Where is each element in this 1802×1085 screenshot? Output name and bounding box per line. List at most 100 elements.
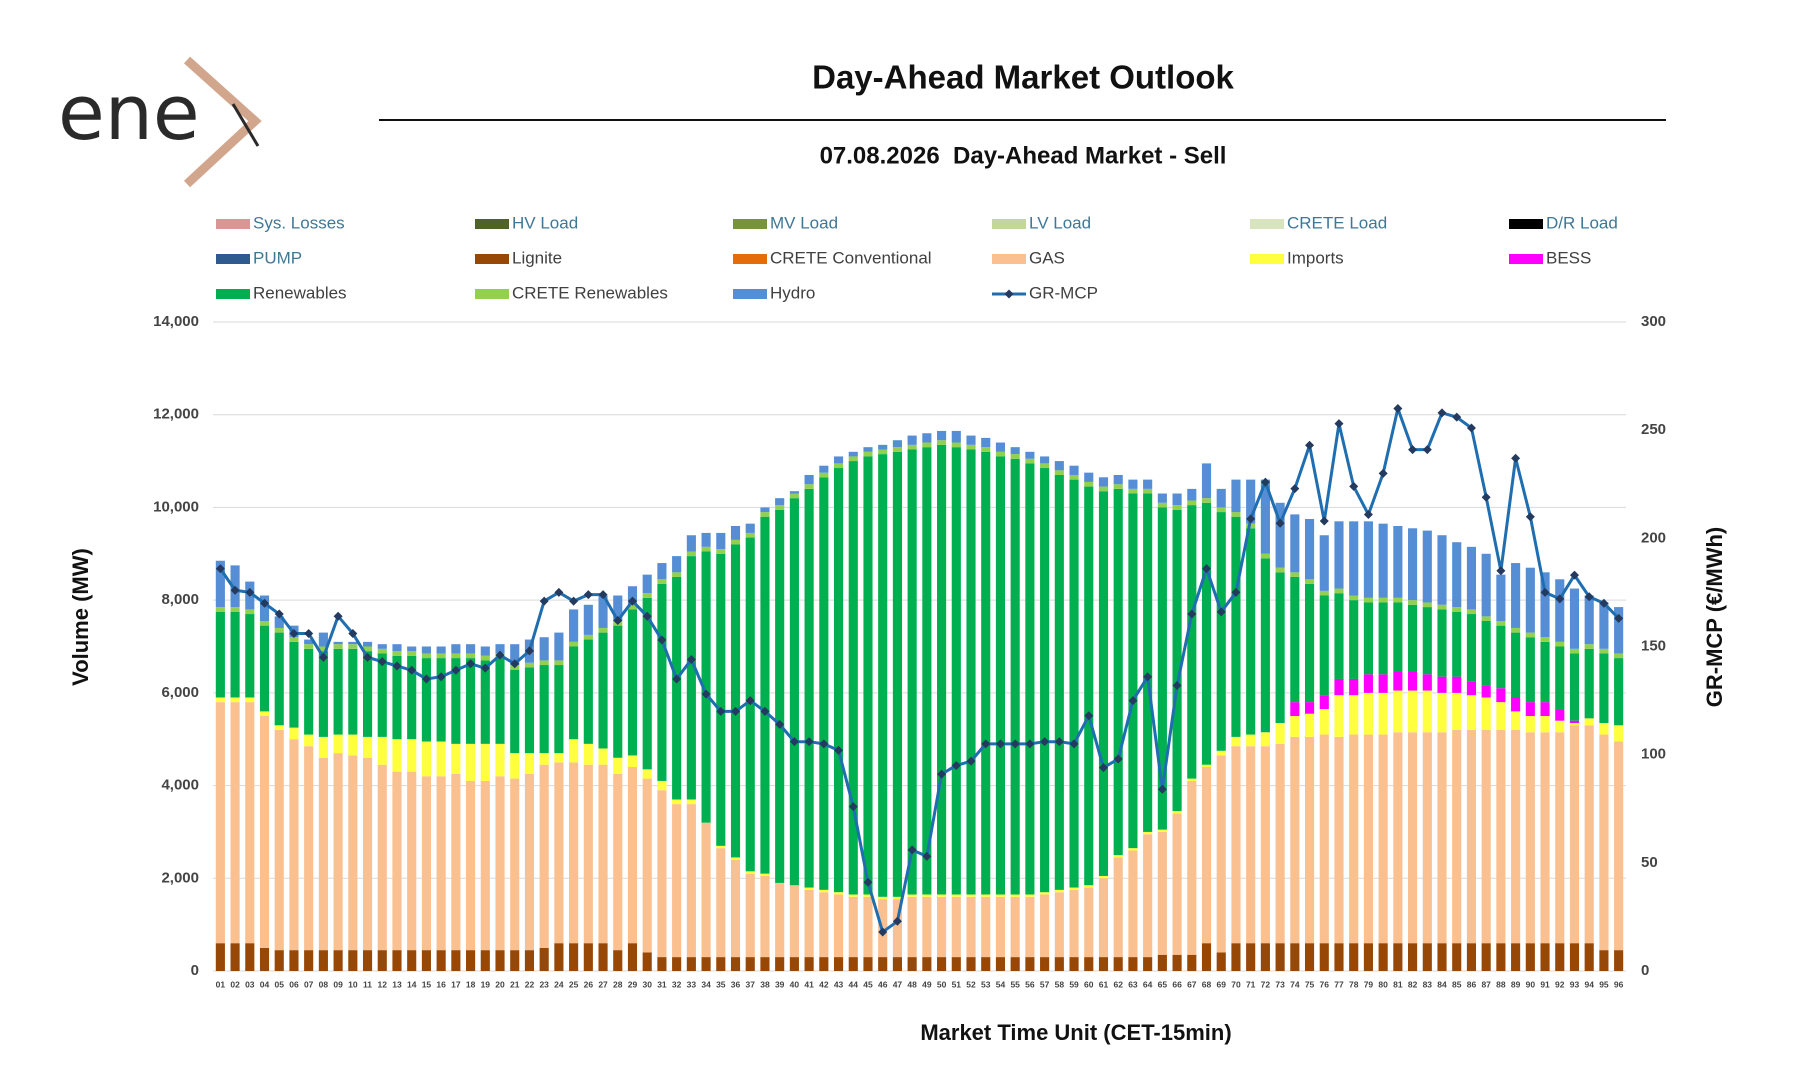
x-tick-label: 56 [1025,979,1035,989]
bar-segment [1025,463,1035,895]
bar-segment [1187,778,1197,781]
bar-segment [848,896,858,958]
x-tick-label: 31 [657,979,667,989]
bar-segment [686,556,696,800]
x-tick-label: 88 [1496,979,1506,989]
bar-segment [436,776,446,951]
bar-segment [1422,602,1432,608]
x-tick-label: 34 [701,979,711,989]
bar-segment [1290,736,1300,944]
bar-segment [480,660,490,744]
bar-segment [1422,530,1432,603]
bar-segment [1304,736,1315,944]
bar-segment [730,539,741,545]
legend-item: HV Load [475,213,578,232]
bar-segment [1069,474,1079,480]
legend-label: CRETE Conventional [770,248,932,267]
x-tick-label: 35 [716,979,726,989]
price-marker [1143,672,1153,682]
price-marker [745,696,755,706]
bar-segment [1393,525,1403,598]
bar-segment [1040,894,1050,958]
bar-segment [1334,736,1344,944]
x-tick-label: 24 [554,979,564,989]
x-tick-label: 52 [966,979,976,989]
y-tick-label: 14,000 [153,313,199,330]
bar-segment [348,648,358,735]
bar-segment [642,778,652,953]
bar-segment [1614,950,1624,971]
bar-segment [1128,493,1138,849]
bar-segment [1054,892,1064,958]
bar-segment [377,950,387,971]
bar-segment [362,646,373,652]
bar-segment [730,957,741,971]
bar-segment [804,887,814,890]
bar-segment [672,556,682,573]
price-marker [1216,607,1226,617]
bar-segment [333,644,343,649]
bar-segment [348,950,358,971]
bar-segment [259,947,270,971]
x-tick-label: 65 [1158,979,1168,989]
bar-segment [259,625,270,712]
x-tick-label: 76 [1320,979,1330,989]
bar-segment [627,586,638,605]
price-marker [377,657,387,667]
bar-segment [1231,479,1241,513]
bar-segment [1128,479,1138,489]
legend-swatch [1250,254,1284,264]
bar-segment [1422,732,1432,944]
x-tick-label: 66 [1172,979,1182,989]
x-tick-label: 39 [775,979,785,989]
x-tick-label: 71 [1246,979,1256,989]
bar-segment [951,894,961,897]
bar-segment [760,512,770,517]
bar-segment [1496,943,1506,971]
bar-segment [1540,641,1550,703]
bar-segment [1334,943,1344,971]
bar-segment [966,896,976,958]
y2-axis-title: GR-MCP (€/MWh) [1702,527,1727,707]
x-tick-label: 73 [1275,979,1285,989]
price-marker [995,739,1005,749]
bar-segment [466,658,476,744]
bar-segment [539,753,549,765]
bar-segment [245,609,255,615]
bar-segment [421,646,431,654]
bar-segment [892,957,902,971]
price-marker [1452,412,1462,422]
x-tick-label: 69 [1217,979,1227,989]
legend-label: BESS [1546,248,1591,267]
bar-segment [981,437,991,448]
bar-segment [1408,732,1418,944]
x-tick-label: 27 [598,979,608,989]
x-tick-label: 15 [422,979,432,989]
bar-segment [1437,692,1447,733]
bar-segment [466,644,476,654]
bar-segment [1319,709,1329,735]
bar-segment [495,644,505,654]
bar-segment [1511,632,1521,698]
bar-segment [1187,505,1197,779]
legend-item: MV Load [733,213,838,232]
bar-segment [730,544,741,858]
bar-segment [392,651,402,656]
bar-segment [539,660,549,666]
price-marker [569,596,579,606]
price-marker [701,689,711,699]
price-marker [878,927,888,937]
bar-segment [981,894,991,897]
legend-swatch [992,254,1026,264]
price-marker [304,629,314,639]
bar-segment [1408,604,1418,672]
bar-segment [377,653,387,737]
bar-segment [569,641,579,647]
bar-segment [1349,734,1359,944]
bar-segment [922,896,932,958]
bar-segment [1246,479,1256,524]
bar-segment [1599,648,1609,654]
bar-segment [1025,894,1035,897]
x-tick-label: 79 [1364,979,1374,989]
price-marker [966,756,976,766]
